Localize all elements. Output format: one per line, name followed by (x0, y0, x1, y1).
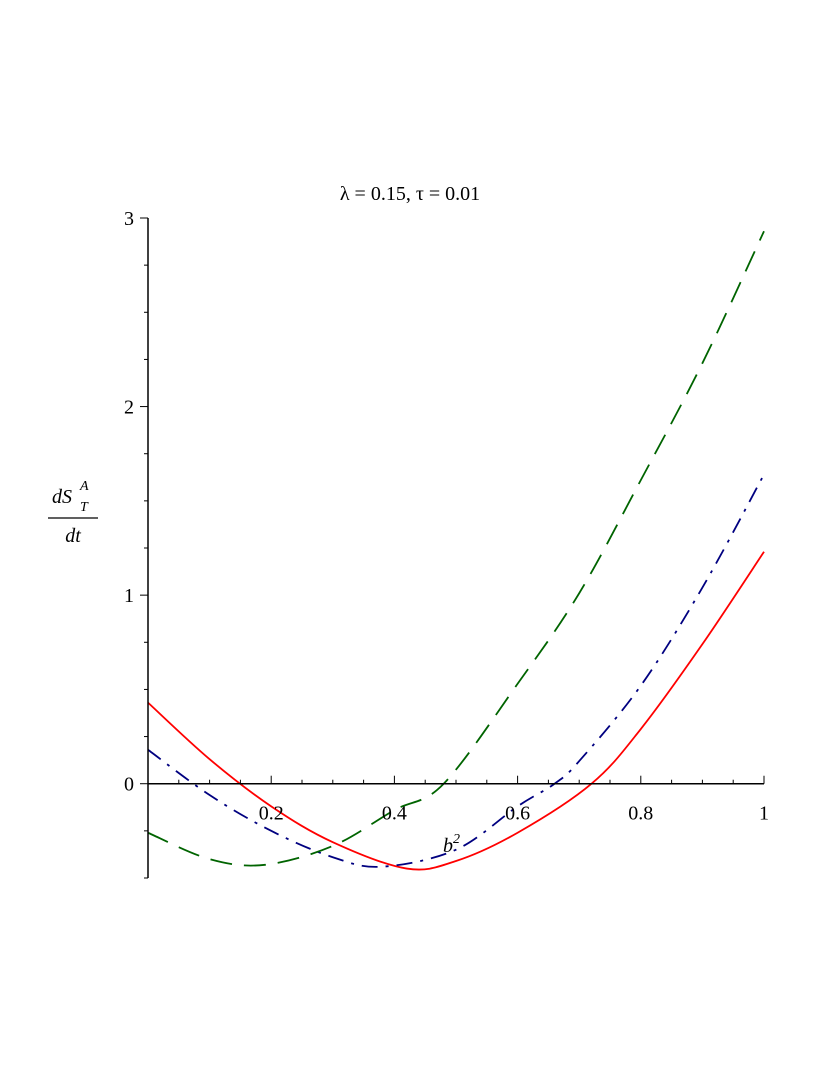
y-tick-label: 1 (124, 585, 134, 607)
x-tick-label: 0.8 (628, 803, 653, 825)
y-tick-label: 2 (124, 397, 134, 419)
x-label-base: b (443, 835, 453, 857)
x-tick-label: 0.6 (505, 803, 530, 825)
svg-text:b2: b2 (443, 832, 460, 857)
y-label-S: S (62, 486, 72, 508)
y-label-sup: A (79, 479, 89, 494)
y-label-sub: T (80, 500, 89, 515)
y-ticks: 0 1 2 3 (124, 208, 148, 879)
plot-area: 0.2 0.4 0.6 0.8 1 0 1 2 3 (124, 208, 769, 879)
y-tick-label: 3 (124, 208, 134, 230)
svg-text:dS: dS (52, 486, 72, 508)
series-line-1 (147, 551, 765, 871)
y-label-den: dt (65, 525, 81, 547)
x-ticks: 0.2 0.4 0.6 0.8 1 (178, 775, 769, 825)
series-line-3 (147, 230, 765, 867)
y-tick-label: 0 (124, 774, 134, 796)
series-line-2 (147, 474, 765, 868)
series-layer (147, 230, 765, 871)
x-label-sup: 2 (453, 832, 460, 847)
x-tick-label: 0.2 (259, 803, 284, 825)
x-tick-label: 1 (759, 803, 769, 825)
chart-title: λ = 0.15, τ = 0.01 (340, 183, 480, 205)
y-label-d: d (52, 486, 63, 508)
y-axis-label: dS A T dt (48, 479, 98, 547)
x-axis-label: b2 (443, 832, 460, 857)
x-tick-label: 0.4 (382, 803, 407, 825)
